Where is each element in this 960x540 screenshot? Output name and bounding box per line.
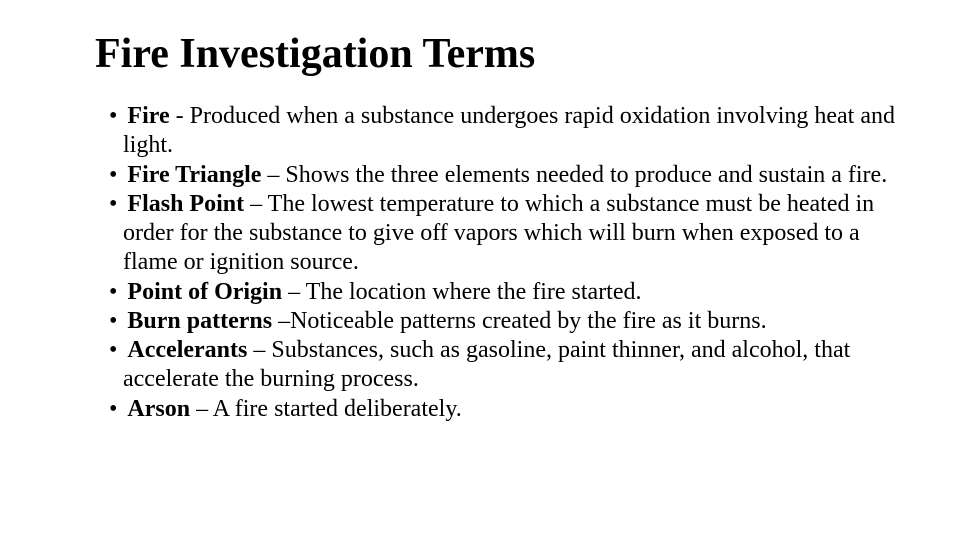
term-name: Fire Triangle (127, 162, 261, 188)
bullet-icon: • (109, 162, 117, 188)
term-definition: The location where the fire started. (306, 279, 642, 305)
term-name: Fire (127, 103, 169, 129)
bullet-icon: • (109, 396, 117, 422)
list-item: • Accelerants – Substances, such as gaso… (95, 336, 900, 395)
term-sep: – (190, 396, 213, 422)
list-item: • Burn patterns –Noticeable patterns cre… (95, 307, 900, 336)
bullet-icon: • (109, 308, 117, 334)
term-sep: – (272, 308, 290, 334)
term-definition: A fire started deliberately. (213, 396, 462, 422)
page-title: Fire Investigation Terms (95, 30, 900, 78)
bullet-icon: • (109, 279, 117, 305)
bullet-icon: • (109, 191, 117, 217)
term-name: Flash Point (127, 191, 244, 217)
terms-list: • Fire - Produced when a substance under… (95, 102, 900, 424)
list-item: • Flash Point – The lowest temperature t… (95, 190, 900, 278)
bullet-icon: • (109, 337, 117, 363)
term-definition: Produced when a substance undergoes rapi… (123, 103, 895, 158)
term-name: Burn patterns (127, 308, 272, 334)
bullet-icon: • (109, 103, 117, 129)
term-sep: – (247, 337, 271, 363)
list-item: • Fire - Produced when a substance under… (95, 102, 900, 161)
list-item: • Fire Triangle – Shows the three elemen… (95, 161, 900, 190)
term-definition: Shows the three elements needed to produ… (285, 162, 887, 188)
term-sep: - (170, 103, 190, 129)
term-name: Accelerants (127, 337, 247, 363)
list-item: • Point of Origin – The location where t… (95, 278, 900, 307)
term-sep: – (282, 279, 306, 305)
term-sep: – (261, 162, 285, 188)
term-name: Point of Origin (127, 279, 282, 305)
term-name: Arson (127, 396, 190, 422)
term-sep: – (244, 191, 268, 217)
slide: Fire Investigation Terms • Fire - Produc… (0, 0, 960, 454)
term-definition: Noticeable patterns created by the fire … (290, 308, 766, 334)
list-item: • Arson – A fire started deliberately. (95, 395, 900, 424)
